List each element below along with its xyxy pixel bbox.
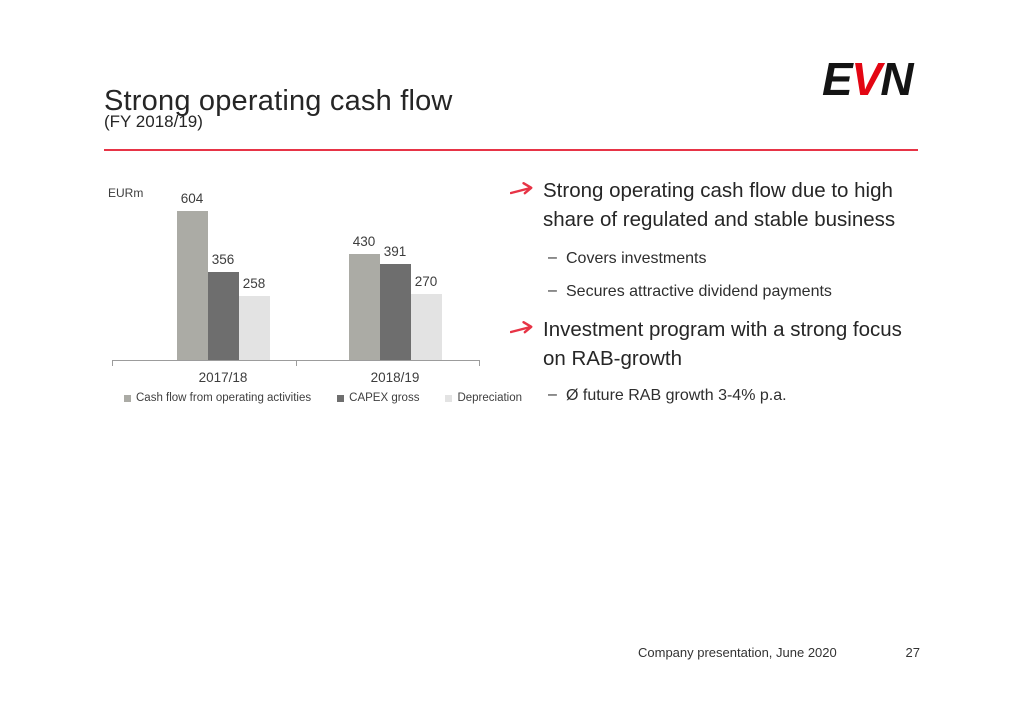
- legend-label: Cash flow from operating activities: [136, 392, 312, 404]
- category-label: 2017/18: [198, 370, 248, 385]
- logo-letter-v: V: [851, 53, 882, 105]
- sub-bullet: – Covers investments: [548, 249, 950, 269]
- bar-value-label: 391: [383, 244, 407, 259]
- bar: [410, 294, 442, 360]
- dash-icon: –: [548, 249, 557, 266]
- bullet-text: Strong operating cash flow due to high s…: [543, 179, 896, 231]
- axis-tick: [296, 361, 297, 366]
- bar: [207, 272, 239, 360]
- chart-legend: Cash flow from operating activities CAPEX…: [124, 392, 522, 404]
- axis-tick: [479, 361, 480, 366]
- sub-bullet-text: Covers investments: [566, 250, 707, 267]
- legend-item: Cash flow from operating activities: [124, 392, 311, 404]
- bar: [238, 296, 270, 360]
- bar: [176, 211, 208, 360]
- title-rule: [104, 149, 918, 151]
- legend-label: CAPEX gross: [349, 392, 420, 404]
- bar-value-label: 604: [180, 191, 204, 206]
- bullet-item: Strong operating cash flow due to high s…: [509, 176, 950, 234]
- legend-swatch-icon: [337, 394, 345, 402]
- bar-value-label: 356: [211, 252, 235, 267]
- evn-logo: EVN: [822, 53, 914, 105]
- page-number: 27: [905, 645, 920, 660]
- arrow-icon: [509, 315, 543, 342]
- logo-letter-n: N: [880, 53, 913, 105]
- legend-swatch-icon: [445, 394, 453, 402]
- plot-area: 604 356 258 2017/18 430 391 270 2018/19: [112, 191, 480, 385]
- bar-value-label: 258: [242, 276, 266, 291]
- arrow-icon: [509, 176, 543, 203]
- bar: [379, 264, 411, 360]
- page-title: Strong operating cash flow: [104, 85, 453, 118]
- cash-flow-bar-chart: EURm 604 356 258 2017/18 430 391 270 2018/19 Ca…: [0, 0, 522, 440]
- dash-icon: –: [548, 282, 557, 299]
- bullet-item: Investment program with a strong focus o…: [509, 315, 950, 373]
- dash-icon: –: [548, 386, 557, 403]
- bar-value-label: 270: [414, 274, 438, 289]
- legend-item: Depreciation: [445, 392, 522, 404]
- logo-letter-e: E: [822, 53, 853, 105]
- bar: [348, 254, 380, 360]
- legend-item: CAPEX gross: [337, 392, 419, 404]
- sub-bullet: – Ø future RAB growth 3-4% p.a.: [548, 386, 950, 406]
- sub-bullet-text: Ø future RAB growth 3-4% p.a.: [566, 387, 787, 404]
- bullet-list: Strong operating cash flow due to high s…: [509, 176, 950, 406]
- legend-swatch-icon: [124, 394, 131, 402]
- bar-value-label: 430: [352, 234, 376, 249]
- sub-bullet-text: Secures attractive dividend payments: [566, 283, 832, 300]
- category-label: 2018/19: [370, 370, 420, 385]
- sub-bullet: – Secures attractive dividend payments: [548, 282, 950, 302]
- footer-text: Company presentation, June 2020: [638, 645, 837, 660]
- bullet-text: Investment program with a strong focus o…: [543, 318, 902, 370]
- axis-tick: [112, 361, 113, 366]
- page-subtitle: (FY 2018/19): [104, 112, 203, 131]
- chart-unit-label: EURm: [108, 186, 144, 200]
- legend-label: Depreciation: [457, 392, 523, 404]
